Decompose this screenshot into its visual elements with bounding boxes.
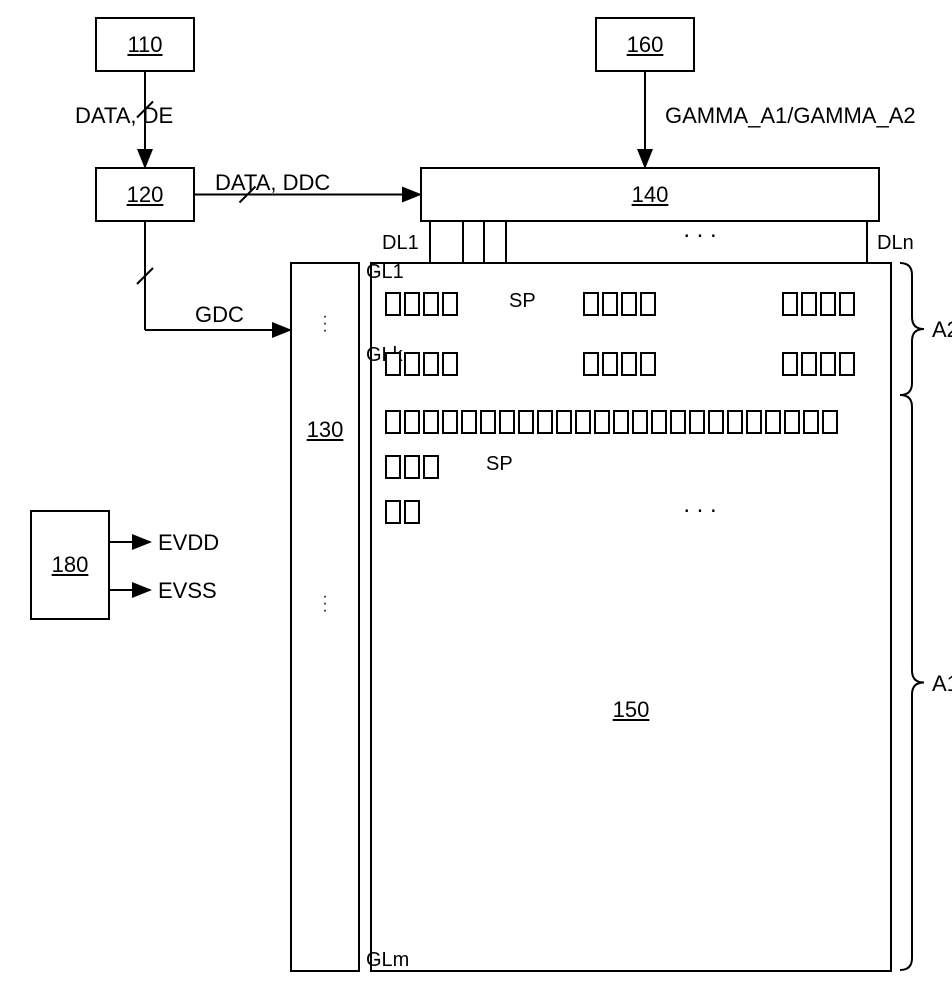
subpixel — [801, 352, 817, 376]
subpixel — [385, 410, 401, 434]
subpixel — [499, 410, 515, 434]
subpixel — [803, 410, 819, 434]
subpixel — [575, 410, 591, 434]
subpixel — [746, 410, 762, 434]
subpixel — [602, 352, 618, 376]
signal-data-de: DATA, DE — [75, 103, 173, 129]
block-180-label: 180 — [52, 552, 89, 578]
sp-label-a2: SP — [509, 290, 536, 313]
block-160-label: 160 — [627, 32, 664, 58]
gl-vdots-2: . . . — [323, 590, 327, 611]
subpixel — [621, 292, 637, 316]
subpixel — [583, 292, 599, 316]
signal-data-ddc: DATA, DDC — [215, 170, 330, 196]
a1-partial-row0 — [385, 455, 439, 479]
subpixel — [839, 352, 855, 376]
area-a1-label: A1 — [932, 671, 952, 697]
subpixel — [556, 410, 572, 434]
subpixel — [765, 410, 781, 434]
subpixel — [518, 410, 534, 434]
subpixel — [404, 292, 420, 316]
subpixel — [689, 410, 705, 434]
subpixel — [708, 410, 724, 434]
block-130-label: 130 — [307, 417, 344, 443]
signal-evss: EVSS — [158, 578, 217, 604]
subpixel — [613, 410, 629, 434]
subpixel — [820, 352, 836, 376]
subpixel — [839, 292, 855, 316]
subpixel — [670, 410, 686, 434]
subpixel — [784, 410, 800, 434]
a2-pixel-row1-g2 — [782, 352, 855, 376]
block-140-label: 140 — [632, 182, 669, 208]
block-160: 160 — [595, 17, 695, 72]
subpixel — [727, 410, 743, 434]
a1-full-row — [385, 410, 838, 434]
signal-glm: GLm — [366, 949, 409, 972]
subpixel — [423, 455, 439, 479]
subpixel — [640, 352, 656, 376]
subpixel — [782, 352, 798, 376]
a2-pixel-row0-g2 — [782, 292, 855, 316]
block-120-label: 120 — [127, 182, 164, 208]
area-a2-label: A2 — [932, 317, 952, 343]
subpixel — [651, 410, 667, 434]
a2-pixel-row0-g0 — [385, 292, 458, 316]
sp-label-a1: SP — [486, 453, 513, 476]
subpixel — [594, 410, 610, 434]
signal-gl1: GL1 — [366, 261, 404, 284]
subpixel — [423, 352, 439, 376]
a1-partial-row1 — [385, 500, 420, 524]
block-140: 140 — [420, 167, 880, 222]
subpixel — [385, 352, 401, 376]
subpixel — [385, 500, 401, 524]
subpixel — [385, 455, 401, 479]
subpixel — [801, 292, 817, 316]
subpixel — [602, 292, 618, 316]
signal-dln: DLn — [877, 232, 914, 255]
subpixel — [442, 352, 458, 376]
subpixel — [404, 455, 420, 479]
block-110: 110 — [95, 17, 195, 72]
block-120: 120 — [95, 167, 195, 222]
a2-pixel-row0-g1 — [583, 292, 656, 316]
signal-dl1: DL1 — [382, 232, 419, 255]
subpixel — [442, 410, 458, 434]
subpixel — [583, 352, 599, 376]
subpixel — [537, 410, 553, 434]
block-150-label: 150 — [613, 697, 650, 723]
a2-pixel-row1-g1 — [583, 352, 656, 376]
signal-gdc: GDC — [195, 302, 244, 328]
subpixel — [621, 352, 637, 376]
subpixel — [385, 292, 401, 316]
subpixel — [640, 292, 656, 316]
subpixel — [461, 410, 477, 434]
subpixel — [632, 410, 648, 434]
subpixel — [820, 292, 836, 316]
subpixel — [423, 292, 439, 316]
gl-vdots-1: . . . — [323, 310, 327, 331]
subpixel — [782, 292, 798, 316]
signal-gamma: GAMMA_A1/GAMMA_A2 — [665, 103, 916, 129]
subpixel — [404, 352, 420, 376]
subpixel — [442, 292, 458, 316]
a2-pixel-row1-g0 — [385, 352, 458, 376]
block-130 — [290, 262, 360, 972]
signal-evdd: EVDD — [158, 530, 219, 556]
subpixel — [480, 410, 496, 434]
block-180: 180 — [30, 510, 110, 620]
subpixel — [822, 410, 838, 434]
block-110-label: 110 — [127, 32, 162, 58]
subpixel — [404, 500, 420, 524]
subpixel — [404, 410, 420, 434]
a1-ellipsis: . . . — [683, 491, 716, 519]
dl-ellipsis: . . . — [683, 216, 716, 244]
subpixel — [423, 410, 439, 434]
